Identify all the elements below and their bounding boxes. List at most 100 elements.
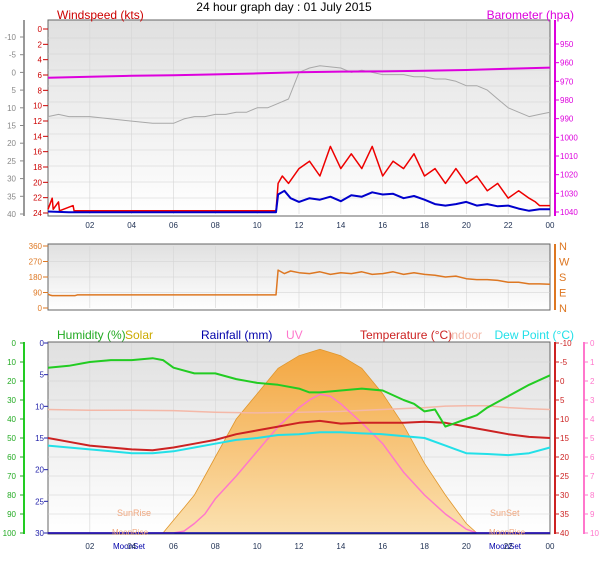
left-tick-6: 30 [35,529,44,538]
baro-tick-3: 980 [560,96,574,105]
uv-tick-10: 10 [590,529,599,538]
left-axis-ticks: 0 5 10 15 20 25 30 [35,339,48,538]
wind-tick-2: 4 [38,56,43,65]
temp-tick-4: 10 [560,415,569,424]
outer-tick-2: 0 [12,68,17,77]
wind-tick-11: 22 [33,194,42,203]
solar-legend: Solar [125,328,153,342]
outer-tick-5: 15 [7,122,16,131]
indoor-legend: Indoor [448,328,482,342]
uv-tick-0: 0 [590,339,595,348]
outer-tick-7: 25 [7,157,16,166]
wind-low-line [47,189,550,214]
outer-tick-9: 35 [7,192,16,201]
wind-tick-10: 20 [33,178,42,187]
dir-tick-2: 180 [29,273,43,282]
dir-tick-4: 360 [29,242,43,251]
x-tick-08: 08 [211,221,220,230]
wind-baro-panel: Windspeed (kts) Barometer (hpa) 02468101… [4,8,578,230]
rainfall-legend: Rainfall (mm) [201,328,272,342]
x-tick-22: 22 [504,542,513,551]
outer-tick-3: 5 [12,86,17,95]
x-tick-16: 16 [378,221,387,230]
humidity-tick-5: 50 [7,434,16,443]
temp-tick-8: 30 [560,491,569,500]
baro-tick-4: 990 [560,115,574,124]
chart-title: 24 hour graph day : 01 July 2015 [196,0,372,14]
wind-direction-line [47,269,551,297]
compass-3: W [559,257,570,269]
dewpoint-line [47,431,551,457]
humidity-tick-2: 20 [7,377,16,386]
sunset-label: SunSet [490,508,520,518]
x-tick-18: 18 [420,221,429,230]
moonrise-label-2: MoonRise [489,528,526,537]
baro-axis-ticks: 950 960 970 980 990 1000 1010 1020 1030 1040 [555,40,578,217]
x-tick-18: 18 [420,542,429,551]
humidity-line [47,357,551,428]
wind-tick-0: 0 [38,25,43,34]
temp-tick-2: 0 [560,377,565,386]
left-tick-3: 15 [35,434,44,443]
humidity-tick-1: 10 [7,358,16,367]
x-tick-14: 14 [336,221,345,230]
temp-tick-5: 15 [560,434,569,443]
uv-axis-ticks: 0 1 2 3 4 5 6 7 8 9 10 [584,339,599,538]
left-tick-5: 25 [35,497,44,506]
x-tick-20: 20 [462,221,471,230]
x-tick-02: 02 [85,542,94,551]
x-tick-06: 06 [169,221,178,230]
temperature-series [47,348,551,534]
x-axis-ticks-bottom: 02 04 06 08 10 12 14 16 18 20 22 00 [85,542,555,551]
dir-tick-0: 0 [38,304,43,313]
uv-tick-4: 4 [590,415,595,424]
wind-tick-1: 2 [38,40,43,49]
x-tick-04: 04 [127,542,136,551]
wind-baro-series [47,65,551,214]
wind-tick-8: 16 [33,148,42,157]
outer-tick-10: 40 [7,210,16,219]
x-tick-00: 00 [546,542,555,551]
wind-tick-4: 8 [38,86,43,95]
x-tick-10: 10 [253,542,262,551]
outer-tick-6: 20 [7,139,16,148]
humidity-legend: Humidity (%) [57,328,126,342]
humidity-tick-9: 90 [7,510,16,519]
baro-tick-6: 1010 [560,152,578,161]
humidity-tick-0: 0 [12,339,17,348]
wind-tick-3: 6 [38,71,43,80]
outer-tick-1: -5 [9,51,17,60]
baro-tick-2: 970 [560,77,574,86]
temp-tick-10: 40 [560,529,569,538]
outer-axis-ticks: -10 -5 0 5 10 15 20 25 30 35 40 [4,33,24,219]
left-tick-2: 10 [35,402,44,411]
dir-tick-3: 270 [29,258,43,267]
humidity-tick-4: 40 [7,415,16,424]
humidity-tick-8: 80 [7,491,16,500]
temp-tick-6: 20 [560,453,569,462]
humidity-tick-10: 100 [3,529,17,538]
moonrise-label: MoonRise [112,528,149,537]
wind-tick-5: 10 [33,102,42,111]
x-tick-16: 16 [378,542,387,551]
temperature-axis-ticks: -10 -5 0 5 10 15 20 25 30 35 40 [555,339,572,538]
uv-tick-5: 5 [590,434,595,443]
temperature-legend: Temperature (°C) [360,328,452,342]
humidity-tick-7: 70 [7,472,16,481]
compass-0: N [559,303,567,315]
humidity-axis-ticks: 0 10 20 30 40 50 60 70 80 90 100 [3,339,24,538]
uv-tick-8: 8 [590,491,595,500]
x-tick-10: 10 [253,221,262,230]
wind-tick-7: 14 [33,132,42,141]
compass-2: S [559,272,566,284]
x-tick-12: 12 [295,542,304,551]
baro-tick-8: 1030 [560,189,578,198]
uv-legend: UV [286,328,303,342]
x-tick-14: 14 [336,542,345,551]
x-tick-00: 00 [546,221,555,230]
moonset-label-2: MoonSet [489,542,522,551]
direction-axis-ticks: 0 90 180 270 360 [29,242,48,313]
compass-1: E [559,288,566,300]
